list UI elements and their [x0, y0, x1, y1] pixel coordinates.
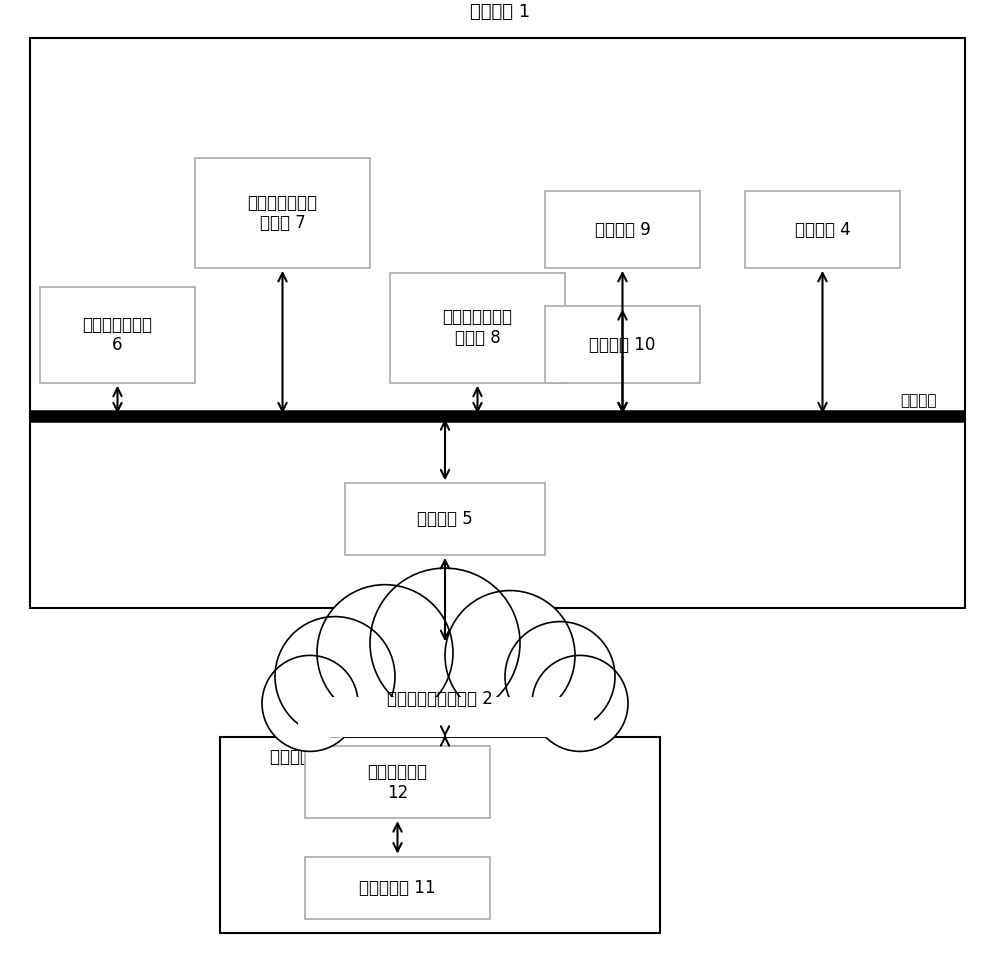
Ellipse shape [370, 568, 520, 718]
Text: 第一通讯模块
12: 第一通讯模块 12 [367, 763, 427, 802]
Text: 显示模块 9: 显示模块 9 [595, 221, 650, 238]
Bar [545, 306, 700, 383]
Text: 报表模块 10: 报表模块 10 [589, 336, 656, 353]
Text: 压力漏损指数分
析模块 8: 压力漏损指数分 析模块 8 [443, 308, 512, 347]
Bar [195, 158, 370, 268]
Ellipse shape [262, 656, 358, 751]
Bar [305, 746, 490, 818]
Text: 第三方通讯传输介质 2: 第三方通讯传输介质 2 [387, 690, 493, 707]
Text: 流量记录仪 11: 流量记录仪 11 [359, 879, 436, 897]
Ellipse shape [275, 616, 395, 737]
Text: 夜间最小流量分
析模块 7: 夜间最小流量分 析模块 7 [248, 193, 318, 233]
Bar [298, 697, 594, 735]
Bar [220, 737, 660, 933]
Bar [345, 483, 545, 555]
Bar [745, 191, 900, 268]
Text: 流量监控设备 3: 流量监控设备 3 [270, 748, 346, 767]
Text: 存储模块 4: 存储模块 4 [795, 221, 850, 238]
Bar [40, 287, 195, 383]
Ellipse shape [445, 590, 575, 721]
Bar [390, 273, 565, 383]
Bar [30, 38, 965, 608]
Bar [305, 857, 490, 919]
Ellipse shape [317, 585, 453, 721]
Text: 通信模块 5: 通信模块 5 [417, 510, 473, 528]
Text: 漏损组测试模块
6: 漏损组测试模块 6 [82, 316, 152, 354]
Bar [545, 191, 700, 268]
Text: 主站系统 1: 主站系统 1 [470, 3, 530, 21]
Ellipse shape [505, 622, 615, 731]
Ellipse shape [532, 656, 628, 751]
Text: 数据总线: 数据总线 [900, 393, 936, 409]
